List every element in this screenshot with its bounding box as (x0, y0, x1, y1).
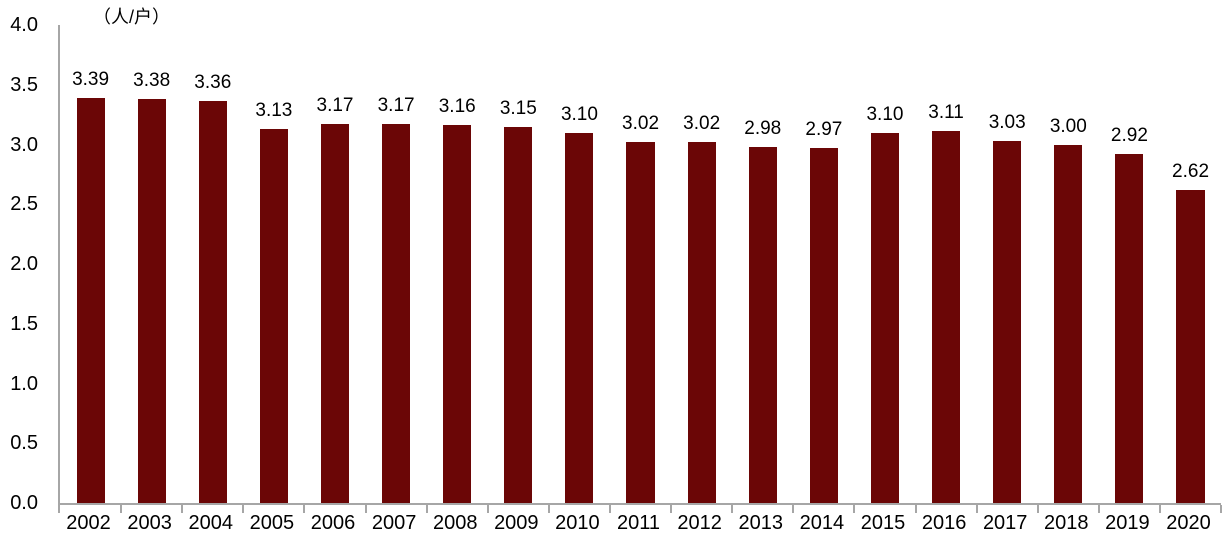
bar-slot: 3.36 (182, 25, 245, 513)
bar-value-label: 3.03 (988, 111, 1026, 133)
bar-value-label: 2.92 (1110, 125, 1148, 147)
bar-value-label: 3.02 (622, 113, 660, 135)
bar-slot: 3.11 (916, 25, 978, 513)
y-axis-tick-labels: 4.0 3.5 3.0 2.5 2.0 1.5 1.0 0.5 0.0 (0, 0, 40, 540)
bar (748, 146, 777, 503)
bar (626, 142, 655, 503)
bar-value-label: 3.17 (377, 95, 415, 117)
bar (932, 131, 961, 503)
x-axis-tick-label: 2004 (188, 512, 234, 534)
bar-value-label: 3.39 (72, 68, 110, 90)
y-axis-tick-label: 0.0 (10, 492, 38, 514)
x-axis-tick-label: 2015 (860, 512, 906, 534)
y-axis-tick-label: 4.0 (10, 14, 38, 36)
x-axis-tick-label: 2018 (1044, 512, 1089, 534)
x-axis-tick-label: 2005 (249, 512, 295, 534)
bar-slot: 3.16 (427, 25, 489, 513)
y-axis-tick-label: 2.0 (10, 253, 38, 275)
x-axis-tick-label: 2019 (1105, 512, 1150, 534)
x-axis-tick-label: 2008 (432, 512, 478, 534)
bar (1054, 144, 1083, 503)
y-axis-tick-label: 3.5 (10, 73, 38, 96)
x-axis-tick-label: 2009 (494, 512, 539, 534)
x-axis-tick-label: 2014 (799, 512, 845, 534)
bar (809, 148, 838, 503)
bar-slot: 3.02 (610, 25, 673, 513)
x-axis-tick-label: 2006 (310, 512, 356, 534)
y-axis-tick-label: 0.5 (10, 432, 38, 455)
bar-slot: 2.98 (732, 25, 795, 513)
x-axis-tick-label: 2012 (677, 512, 722, 534)
bar-value-label: 3.11 (928, 102, 964, 124)
x-axis-labels: 2002 2003 2004 2005 2006 2007 2008 2009 2010 2011… (58, 511, 1219, 535)
bar-value-label: 3.36 (194, 72, 232, 94)
bar (687, 142, 716, 503)
bar (198, 101, 227, 503)
bar (382, 124, 411, 503)
bar-value-label: 3.00 (1049, 115, 1087, 137)
bar (1115, 154, 1144, 503)
bar-value-label: 3.02 (683, 113, 721, 135)
bar-value-label: 3.15 (499, 97, 537, 119)
bar-value-label: 3.17 (316, 95, 354, 117)
bar-value-label: 3.10 (560, 103, 598, 125)
bar-slot: 3.17 (304, 25, 367, 513)
bar-slot: 3.10 (854, 25, 917, 513)
bar (76, 97, 105, 503)
bar (137, 99, 166, 503)
bar-value-label: 2.97 (805, 119, 843, 141)
y-axis-tick-label: 1.0 (10, 372, 38, 395)
bar (1176, 189, 1205, 503)
bar-slot: 2.92 (1099, 25, 1162, 513)
bar-slot: 3.15 (488, 25, 550, 513)
x-axis-tick-label: 2007 (371, 512, 417, 534)
y-axis-tick-label: 1.5 (10, 312, 38, 335)
bar (504, 126, 533, 503)
bar-slot: 3.10 (549, 25, 612, 513)
bar-value-label: 3.10 (866, 103, 904, 125)
bar-slot: 2.97 (793, 25, 856, 513)
bar-value-label: 3.16 (438, 96, 476, 118)
bar-value-label: 2.98 (744, 117, 782, 139)
bar-slot: 3.17 (366, 25, 428, 513)
bar (870, 132, 900, 503)
x-axis-tick-label: 2017 (982, 512, 1028, 534)
y-axis-tick-label: 2.5 (10, 193, 38, 216)
bar (565, 132, 594, 503)
bar-value-label: 3.38 (133, 70, 171, 92)
bar-slot: 3.13 (243, 25, 306, 513)
plot-area: 3.39 3.38 3.36 3.13 3.17 3.17 3.16 3.15 3.10 3.02… (58, 25, 1223, 513)
bar-slot: 3.02 (671, 25, 734, 513)
x-axis-tick-label: 2011 (617, 512, 661, 534)
bar-slot: 2.62 (1160, 25, 1223, 513)
x-axis-tick-label: 2016 (921, 512, 967, 534)
bar-slot: 3.38 (121, 25, 184, 513)
bar (259, 128, 288, 503)
x-axis-tick-label: 2010 (555, 512, 600, 534)
bar-value-label: 3.13 (255, 99, 293, 121)
x-axis-tick-label: 2013 (738, 512, 784, 534)
bar-slot: 3.00 (1038, 25, 1100, 513)
y-axis-unit-label: （人/户） (93, 7, 171, 27)
bar (443, 125, 472, 503)
x-axis-tick-label: 2002 (66, 512, 111, 534)
bar (993, 140, 1022, 503)
bar-slot: 3.03 (977, 25, 1039, 513)
bar-slot: 3.39 (60, 25, 123, 513)
x-axis-tick-label: 2003 (127, 512, 172, 534)
x-axis-tick-label: 2020 (1166, 512, 1211, 534)
bar-value-label: 2.62 (1172, 160, 1210, 182)
y-axis-tick-label: 3.0 (10, 133, 38, 156)
bar (320, 124, 350, 503)
